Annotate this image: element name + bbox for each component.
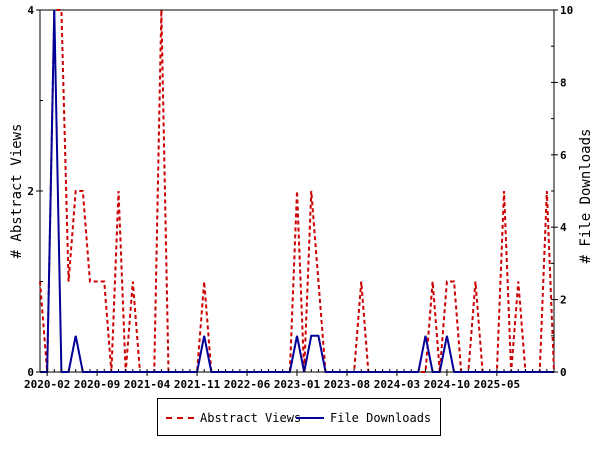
y-left-tick-label: 4 bbox=[27, 4, 34, 17]
legend-label-file-downloads: File Downloads bbox=[330, 411, 432, 425]
x-tick-label: 2025-05 bbox=[474, 378, 520, 391]
y-left-tick-label: 0 bbox=[27, 366, 34, 379]
x-tick-label: 2024-10 bbox=[424, 378, 470, 391]
x-tick-label: 2020-02 bbox=[24, 378, 70, 391]
legend: Abstract Views File Downloads bbox=[157, 398, 441, 436]
y-right-tick-label: 4 bbox=[560, 221, 567, 234]
legend-entry-abstract-views: Abstract Views bbox=[166, 410, 301, 426]
y-right-tick-label: 0 bbox=[560, 366, 567, 379]
y-axis-right-label: # File Downloads bbox=[578, 129, 594, 264]
y-right-tick-label: 8 bbox=[560, 76, 567, 89]
legend-swatch-abstract-views bbox=[166, 417, 194, 419]
x-tick-label: 2020-09 bbox=[74, 378, 120, 391]
y-right-tick-label: 6 bbox=[560, 149, 567, 162]
y-right-tick-label: 10 bbox=[560, 4, 573, 17]
y-right-tick-label: 2 bbox=[560, 294, 567, 307]
y-left-tick-label: 2 bbox=[27, 185, 34, 198]
axis-layer: 2020-02 2020-09 2021-04 2021-11 2022-06 2023-… bbox=[24, 4, 573, 391]
x-tick-label: 2023-01 bbox=[274, 378, 321, 391]
legend-label-abstract-views: Abstract Views bbox=[200, 411, 302, 425]
x-tick-label: 2021-04 bbox=[124, 378, 171, 391]
x-tick-label: 2021-11 bbox=[174, 378, 221, 391]
legend-entry-file-downloads: File Downloads bbox=[296, 410, 431, 426]
x-tick-label: 2024-03 bbox=[374, 378, 420, 391]
x-tick-label: 2023-08 bbox=[324, 378, 370, 391]
y-axis-left-label: # Abstract Views bbox=[9, 124, 25, 259]
legend-swatch-file-downloads bbox=[296, 417, 324, 419]
plot-area bbox=[39, 9, 555, 373]
x-tick-label: 2022-06 bbox=[224, 378, 271, 391]
